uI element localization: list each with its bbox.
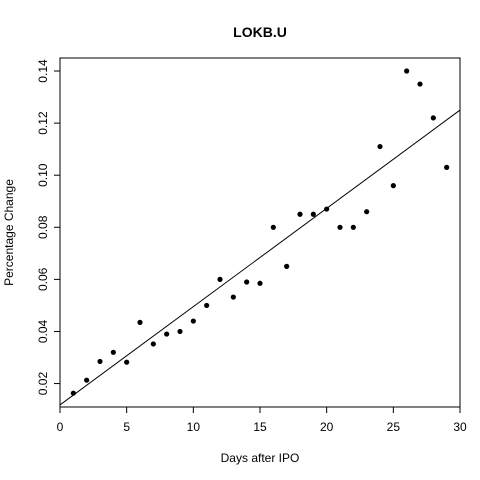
x-tick-label: 15 [253, 420, 267, 434]
chart-title: LOKB.U [233, 24, 287, 40]
data-point [97, 358, 103, 365]
regression-line [59, 109, 461, 406]
y-tick-label: 0.14 [36, 59, 50, 83]
data-point [124, 359, 130, 365]
x-axis-label: Days after IPO [221, 451, 300, 465]
y-tick-label: 0.10 [36, 163, 50, 187]
data-point [217, 276, 223, 282]
x-tick-label: 0 [57, 420, 64, 434]
data-point [230, 294, 236, 300]
data-point [164, 331, 170, 337]
plot-frame [59, 57, 461, 408]
y-axis-label: Percentage Change [2, 179, 16, 286]
data-point [404, 68, 410, 74]
y-axis: 0.02 0.04 0.06 0.08 0.10 0.12 0.14 [36, 59, 60, 395]
data-points [70, 68, 450, 396]
y-tick-label: 0.08 [36, 215, 50, 239]
x-axis: 0 5 10 15 20 25 30 [57, 407, 467, 434]
data-point [137, 319, 143, 325]
y-tick-label: 0.04 [36, 319, 50, 343]
x-tick-label: 30 [453, 420, 467, 434]
data-point [190, 318, 196, 324]
data-point [110, 349, 116, 355]
data-point [377, 143, 383, 150]
data-point [390, 183, 396, 189]
data-point [350, 224, 356, 230]
data-point [150, 341, 156, 347]
data-point [417, 81, 423, 87]
data-point [84, 377, 90, 383]
data-point [177, 328, 183, 335]
data-point [244, 279, 250, 285]
data-point [297, 211, 303, 217]
data-point [204, 302, 210, 309]
data-point [270, 224, 276, 230]
x-tick-label: 5 [123, 420, 130, 434]
x-tick-label: 10 [187, 420, 201, 434]
data-point [284, 263, 290, 269]
data-point [257, 280, 263, 286]
data-point [310, 211, 316, 217]
data-point [337, 224, 343, 230]
data-point [444, 164, 450, 170]
y-tick-label: 0.06 [36, 267, 50, 291]
x-tick-label: 20 [320, 420, 334, 434]
data-point [364, 209, 370, 215]
y-tick-label: 0.12 [36, 111, 50, 135]
data-point [430, 115, 436, 121]
y-tick-label: 0.02 [36, 372, 50, 396]
x-tick-label: 25 [387, 420, 401, 434]
